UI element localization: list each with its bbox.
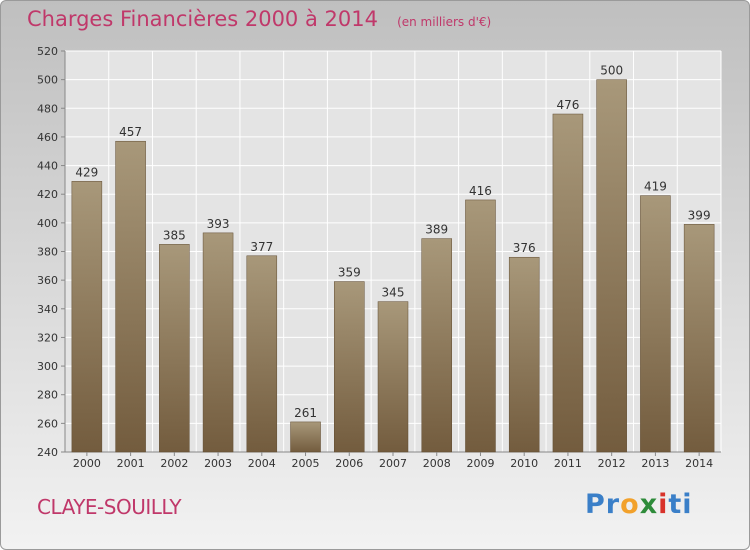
x-tick-label-2006: 2006 [335, 457, 363, 470]
x-tick-label-2001: 2001 [117, 457, 145, 470]
y-tick-label: 280 [37, 389, 58, 402]
chart-title-main: Charges Financières 2000 à 2014 [27, 7, 378, 31]
x-tick-label-2010: 2010 [510, 457, 538, 470]
x-tick-label-2013: 2013 [641, 457, 669, 470]
y-tick-label: 380 [37, 246, 58, 259]
data-label-2008: 389 [425, 223, 448, 237]
x-tick-label-2009: 2009 [466, 457, 494, 470]
data-label-2012: 500 [600, 64, 623, 78]
logo-letter: P [585, 489, 606, 520]
logo-letter: i [682, 489, 693, 520]
y-tick-label: 460 [37, 131, 58, 144]
bar-2001 [115, 140, 146, 453]
bar-2003 [202, 232, 234, 453]
data-label-2000: 429 [75, 165, 98, 179]
y-tick-label: 520 [37, 45, 58, 58]
bar-2011 [552, 113, 584, 453]
x-tick-label-2012: 2012 [598, 457, 626, 470]
x-tick-label-2011: 2011 [554, 457, 582, 470]
y-tick-label: 360 [37, 274, 58, 287]
bar-2010 [508, 256, 540, 453]
chart-title-unit: (en milliers d'€) [397, 15, 492, 29]
logo-letter: x [639, 489, 659, 520]
commune-name: CLAYE-SOUILLY [37, 495, 182, 519]
data-label-2010: 376 [513, 241, 536, 255]
data-label-2007: 345 [382, 286, 405, 300]
data-label-2009: 416 [469, 184, 492, 198]
logo-letter: i [658, 489, 669, 520]
data-label-2004: 377 [250, 240, 273, 254]
logo-letter: r [605, 489, 621, 520]
chart-title: Charges Financières 2000 à 2014 (en mill… [27, 7, 491, 31]
x-tick-label-2002: 2002 [160, 457, 188, 470]
y-tick-label: 260 [37, 417, 58, 430]
bar-2013 [640, 195, 671, 453]
bar-2000 [71, 181, 103, 453]
y-tick-label: 320 [37, 331, 58, 344]
bar-2006 [334, 281, 365, 453]
bar-2014 [683, 224, 715, 453]
bar-2009 [465, 199, 496, 453]
x-tick-label-2007: 2007 [379, 457, 407, 470]
y-tick-label: 240 [37, 446, 58, 459]
y-tick-label: 300 [37, 360, 58, 373]
x-tick-label-2000: 2000 [73, 457, 101, 470]
y-tick-label: 340 [37, 303, 58, 316]
y-tick-label: 440 [37, 160, 58, 173]
y-tick-label: 480 [37, 102, 58, 115]
y-tick-label: 400 [37, 217, 58, 230]
data-label-2002: 385 [163, 228, 186, 242]
y-tick-label: 420 [37, 188, 58, 201]
data-label-2013: 419 [644, 180, 667, 194]
data-label-2003: 393 [207, 217, 230, 231]
bar-2008 [421, 238, 452, 453]
bar-2012 [596, 79, 627, 453]
logo-letter: o [620, 489, 640, 520]
x-tick-label-2014: 2014 [685, 457, 713, 470]
data-label-2001: 457 [119, 125, 142, 139]
logo-letter: t [668, 489, 683, 520]
x-tick-label-2005: 2005 [292, 457, 320, 470]
data-label-2011: 476 [556, 98, 579, 112]
proxiti-logo: Proxiti [585, 489, 693, 520]
bar-2007 [377, 301, 409, 453]
data-label-2005: 261 [294, 406, 317, 420]
data-label-2014: 399 [688, 208, 711, 222]
x-tick-label-2004: 2004 [248, 457, 276, 470]
bar-2005 [290, 421, 321, 453]
x-tick-label-2008: 2008 [423, 457, 451, 470]
x-tick-label-2003: 2003 [204, 457, 232, 470]
y-tick-label: 500 [37, 74, 58, 87]
bar-2004 [246, 255, 278, 453]
data-label-2006: 359 [338, 266, 361, 280]
bar-2002 [159, 244, 190, 453]
